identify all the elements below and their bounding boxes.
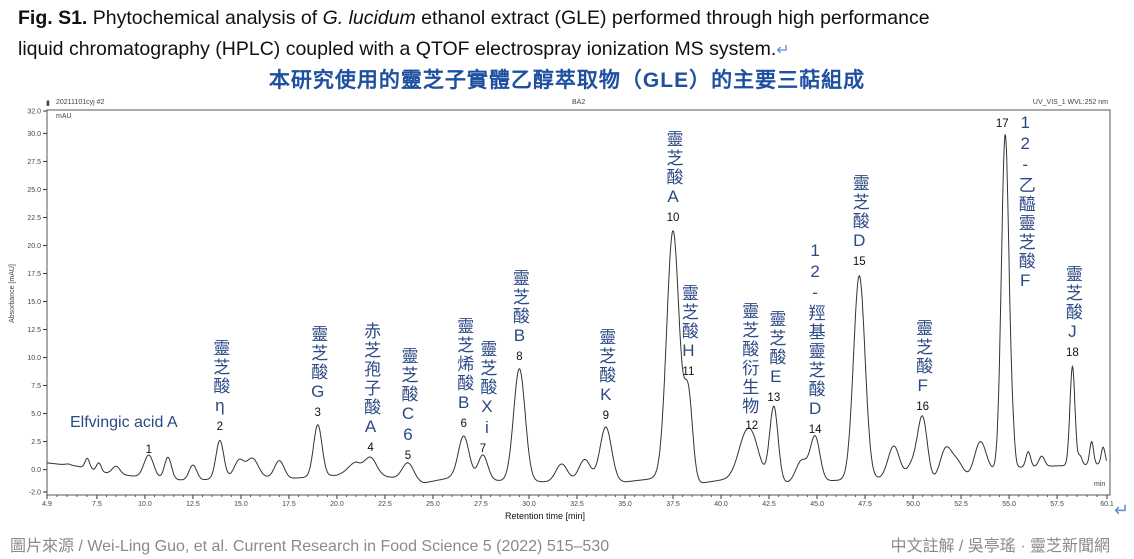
peak-number-2: 2 bbox=[216, 421, 224, 433]
caption-line-1: Fig. S1. Phytochemical analysis of G. lu… bbox=[18, 6, 930, 30]
x-tick-label: 12.5 bbox=[186, 501, 200, 508]
x-tick-label: 55.0 bbox=[1002, 501, 1016, 508]
peak-number-13: 13 bbox=[767, 392, 781, 404]
peak-name-4: 赤芝孢子酸A bbox=[361, 322, 381, 438]
peak-name-1: Elfvingic acid A bbox=[70, 414, 178, 431]
return-icon: ↵ bbox=[776, 42, 790, 59]
peak-name-11: 靈芝酸H bbox=[678, 284, 698, 362]
chart-center-label: BA2 bbox=[572, 99, 586, 106]
peak-name-12: 靈芝酸衍生物 bbox=[739, 302, 759, 416]
x-tick-label: 40.0 bbox=[714, 501, 728, 508]
peak-name-9: 靈芝酸K bbox=[596, 328, 616, 406]
peak-name-3: 靈芝酸G bbox=[308, 325, 328, 403]
x-tick-label: 27.5 bbox=[474, 501, 488, 508]
x-tick-label: 32.5 bbox=[570, 501, 584, 508]
y-tick-label: -2.0 bbox=[29, 490, 41, 497]
x-tick-label: 10.0 bbox=[138, 501, 152, 508]
plot-frame bbox=[46, 109, 1111, 496]
y-tick-label: 20.0 bbox=[27, 243, 41, 250]
x-tick-label: 22.5 bbox=[378, 501, 392, 508]
x-tick-label: 57.5 bbox=[1050, 501, 1064, 508]
peak-number-4: 4 bbox=[367, 442, 374, 454]
caption-text: liquid chromatography (HPLC) coupled wit… bbox=[18, 38, 777, 60]
peak-number-18: 18 bbox=[1066, 347, 1079, 359]
x-tick-label: 42.5 bbox=[762, 501, 776, 508]
x-tick-label: 37.5 bbox=[666, 501, 680, 508]
y-tick-label: 0.0 bbox=[31, 467, 41, 474]
peak-number-11: 11 bbox=[682, 366, 695, 378]
peak-number-15: 15 bbox=[852, 256, 866, 268]
peak-name-15: 靈芝酸D bbox=[849, 174, 869, 252]
y-tick-label: 22.5 bbox=[27, 215, 41, 222]
x-tick-label: 20.0 bbox=[330, 501, 344, 508]
x-tick-label: 52.5 bbox=[954, 501, 968, 508]
sample-icon: ▮ bbox=[46, 100, 50, 107]
peak-name-2: 靈芝酸η bbox=[210, 339, 230, 417]
x-axis-label: Retention time [min] bbox=[505, 511, 586, 521]
x-tick-label: 4.9 bbox=[42, 501, 52, 508]
x-tick-label: 45.0 bbox=[810, 501, 824, 508]
peak-number-16: 16 bbox=[916, 401, 930, 413]
source-credit: 圖片來源 / Wei-Ling Guo, et al. Current Rese… bbox=[10, 538, 610, 555]
y-tick-label: 2.5 bbox=[31, 439, 41, 446]
peak-name-10: 靈芝酸A bbox=[663, 130, 683, 208]
peak-name-6: 靈芝烯酸B bbox=[454, 317, 474, 414]
chromatogram-trace bbox=[47, 134, 1108, 484]
caption-line-2: liquid chromatography (HPLC) coupled wit… bbox=[18, 37, 790, 63]
peak-name-17: 12-乙醯靈芝酸F bbox=[1015, 113, 1035, 292]
peak-name-18: 靈芝酸J bbox=[1062, 265, 1082, 343]
y-tick-label: 17.5 bbox=[27, 271, 41, 278]
peak-number-9: 9 bbox=[602, 410, 609, 422]
return-icon: ↵ bbox=[1114, 500, 1130, 520]
axes: 4.9 7.5 10.0 12.5 15.0 17.5 20.0 22.5 25.0 27.5 30… bbox=[27, 109, 1114, 509]
peak-number-5: 5 bbox=[404, 450, 412, 462]
figure-label: Fig. S1. bbox=[18, 7, 88, 29]
x-tick-label: 17.5 bbox=[282, 501, 296, 508]
peak-number-1: 1 bbox=[145, 444, 152, 456]
x-unit-label: min bbox=[1094, 481, 1106, 488]
species-name: G. lucidum bbox=[322, 7, 416, 29]
peak-number-12: 12 bbox=[745, 420, 759, 432]
y-tick-label: 12.5 bbox=[27, 327, 41, 334]
y-tick-label: 7.5 bbox=[31, 383, 41, 390]
peak-name-16: 靈芝酸F bbox=[913, 319, 933, 397]
peak-name-14: 12-羥基靈芝酸D bbox=[805, 241, 825, 420]
peak-name-5: 靈芝酸C6 bbox=[398, 347, 418, 446]
annotation-credit: 中文註解 / 吳亭瑤 · 靈芝新聞網 bbox=[890, 538, 1110, 555]
peak-number-7: 7 bbox=[479, 443, 487, 455]
x-tick-label: 25.0 bbox=[426, 501, 440, 508]
sample-name: 20211101cyj #2 bbox=[56, 99, 105, 106]
y-tick-label: 27.5 bbox=[27, 159, 41, 166]
peak-name-8: 靈芝酸B bbox=[509, 269, 529, 347]
y-tick-label: 32.0 bbox=[27, 109, 41, 116]
x-tick-label: 50.0 bbox=[906, 501, 920, 508]
x-tick-label: 35.0 bbox=[618, 501, 632, 508]
peak-name-13: 靈芝酸E bbox=[766, 310, 786, 388]
y-tick-label: 10.0 bbox=[27, 355, 41, 362]
x-tick-label: 15.0 bbox=[234, 501, 248, 508]
x-tick-label: 7.5 bbox=[92, 501, 102, 508]
y-tick-label: 30.0 bbox=[27, 131, 41, 138]
x-tick-label: 47.5 bbox=[858, 501, 872, 508]
peak-name-7: 靈芝酸Xi bbox=[477, 340, 497, 439]
peak-number-6: 6 bbox=[460, 418, 467, 430]
peak-number-17: 17 bbox=[995, 118, 1009, 130]
peak-number-8: 8 bbox=[516, 351, 523, 363]
x-tick-label: 60.1 bbox=[1100, 501, 1114, 508]
y-unit-label: mAU bbox=[56, 113, 72, 120]
caption-text: Phytochemical analysis of bbox=[92, 7, 323, 29]
chinese-title: 本研究使用的靈芝子實體乙醇萃取物（GLE）的主要三萜組成 bbox=[268, 69, 866, 92]
detector-label: UV_VIS_1 WVL:252 nm bbox=[1032, 99, 1108, 106]
y-axis-label: Absorbance [mAU] bbox=[8, 264, 16, 323]
peak-number-3: 3 bbox=[314, 407, 321, 419]
peak-number-14: 14 bbox=[808, 424, 822, 436]
caption-text: ethanol extract (GLE) performed through … bbox=[415, 7, 930, 29]
y-tick-label: 5.0 bbox=[31, 411, 41, 418]
peak-number-10: 10 bbox=[666, 212, 680, 224]
x-tick-label: 30.0 bbox=[522, 501, 536, 508]
y-tick-label: 15.0 bbox=[27, 299, 41, 306]
y-tick-label: 25.0 bbox=[27, 187, 41, 194]
